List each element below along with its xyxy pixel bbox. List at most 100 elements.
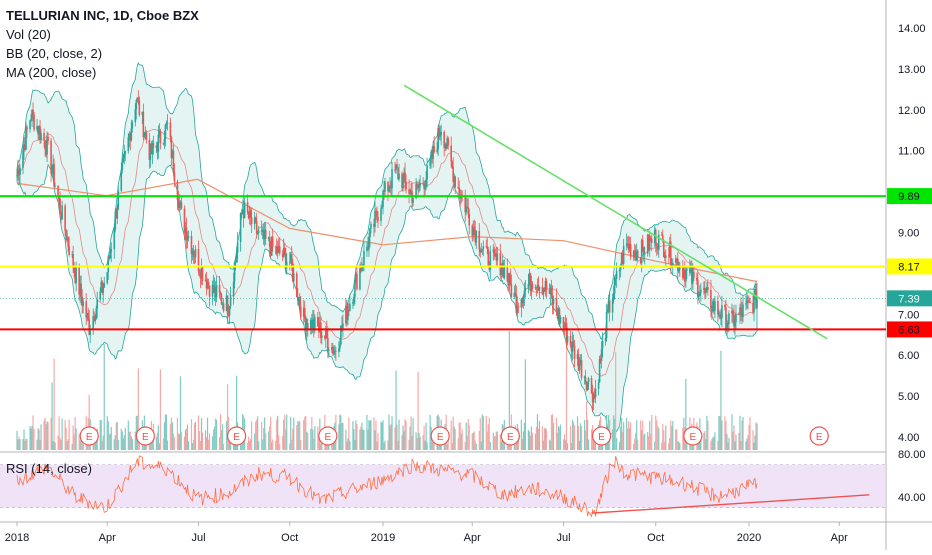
volume-bar	[221, 424, 224, 450]
volume-bar	[18, 436, 20, 450]
earnings-marker[interactable]	[79, 426, 99, 446]
volume-bar	[508, 331, 510, 450]
candle-body	[37, 126, 39, 135]
volume-bar	[19, 439, 21, 450]
earnings-marker[interactable]	[135, 426, 155, 446]
volume-bar	[500, 440, 502, 450]
y-tick-label: 7.00	[898, 309, 919, 321]
volume-bar	[310, 428, 312, 450]
volume-bar	[200, 417, 203, 450]
rsi-trendline[interactable]	[591, 494, 870, 514]
volume-bar	[398, 419, 400, 450]
volume-bar	[236, 375, 238, 450]
volume-bar	[530, 426, 533, 450]
volume-bar	[178, 434, 181, 450]
ma200-line	[16, 178, 758, 283]
candle-body	[663, 257, 666, 258]
candle-body	[458, 187, 461, 195]
candle-body	[201, 266, 204, 281]
volume-bar	[116, 421, 118, 450]
volume-bar	[642, 420, 644, 450]
candle-body	[446, 138, 448, 149]
candle-body	[482, 246, 485, 250]
earnings-marker[interactable]	[500, 426, 520, 446]
earnings-marker[interactable]	[683, 426, 703, 446]
candle-body	[31, 109, 33, 119]
candle-body	[151, 143, 154, 155]
legend-moving-average[interactable]: MA (200, close)	[6, 65, 97, 80]
volume-bar	[270, 416, 272, 450]
candle-body	[123, 153, 126, 158]
candle-body	[440, 131, 442, 136]
volume-bar	[663, 430, 665, 450]
volume-bar	[685, 378, 687, 450]
volume-bar	[285, 429, 287, 450]
legend-volume[interactable]: Vol (20)	[6, 27, 51, 42]
volume-bar	[114, 435, 116, 450]
volume-bar	[108, 433, 110, 450]
candle-body	[261, 229, 264, 232]
candle-body	[102, 287, 105, 293]
candle-body	[52, 164, 54, 172]
earnings-marker[interactable]	[430, 426, 450, 446]
candle-body	[281, 253, 284, 258]
volume-bar	[370, 420, 372, 450]
volume-bar	[99, 419, 101, 450]
volume-bar	[289, 443, 291, 450]
legend-bollinger[interactable]: BB (20, close, 2)	[6, 46, 103, 61]
candle-body	[113, 229, 116, 250]
price-trendline[interactable]	[403, 84, 828, 340]
candle-body	[380, 208, 382, 221]
candle-body	[570, 344, 573, 352]
earnings-marker-label: E	[325, 432, 332, 443]
candle-body	[381, 207, 383, 209]
volume-bar	[733, 425, 735, 450]
candle-body	[144, 132, 147, 134]
candle-body	[640, 240, 643, 264]
volume-bar	[257, 416, 259, 450]
volume-bar	[207, 439, 210, 450]
earnings-marker[interactable]	[227, 426, 247, 446]
volume-bar	[576, 416, 579, 450]
candle-body	[535, 287, 538, 289]
candle-body	[693, 271, 695, 278]
volume-bar	[573, 425, 576, 450]
volume-bar	[391, 416, 393, 450]
candle-body	[304, 318, 307, 331]
volume-bar	[403, 431, 405, 450]
volume-bar	[480, 441, 482, 450]
volume-bar	[405, 420, 407, 450]
volume-bar	[489, 442, 491, 450]
candle-body	[530, 283, 533, 292]
volume-bar	[297, 420, 299, 450]
candle-body	[99, 291, 102, 300]
candle-body	[375, 211, 377, 212]
volume-bar	[31, 425, 33, 450]
candle-body	[468, 213, 471, 226]
earnings-marker[interactable]	[591, 426, 612, 446]
volume-bar	[446, 443, 448, 450]
legend-rsi[interactable]: RSI (14, close)	[6, 461, 92, 476]
volume-bar	[527, 429, 529, 450]
volume-bar	[648, 436, 650, 450]
volume-bar	[521, 439, 523, 450]
candle-body	[485, 246, 488, 247]
earnings-marker[interactable]	[809, 426, 829, 446]
candle-body	[564, 323, 567, 330]
candle-body	[95, 308, 98, 320]
candle-body	[219, 292, 222, 296]
candle-body	[415, 183, 417, 199]
volume-bar	[747, 435, 749, 450]
earnings-marker[interactable]	[318, 426, 338, 446]
volume-bar	[293, 417, 295, 450]
earnings-marker-label: E	[598, 432, 605, 443]
volume-bar	[531, 432, 534, 450]
candle-body	[325, 329, 327, 339]
candle-body	[207, 282, 210, 286]
volume-bar	[320, 443, 322, 450]
candle-body	[492, 249, 495, 252]
candle-body	[158, 130, 161, 135]
candle-body	[124, 151, 127, 154]
